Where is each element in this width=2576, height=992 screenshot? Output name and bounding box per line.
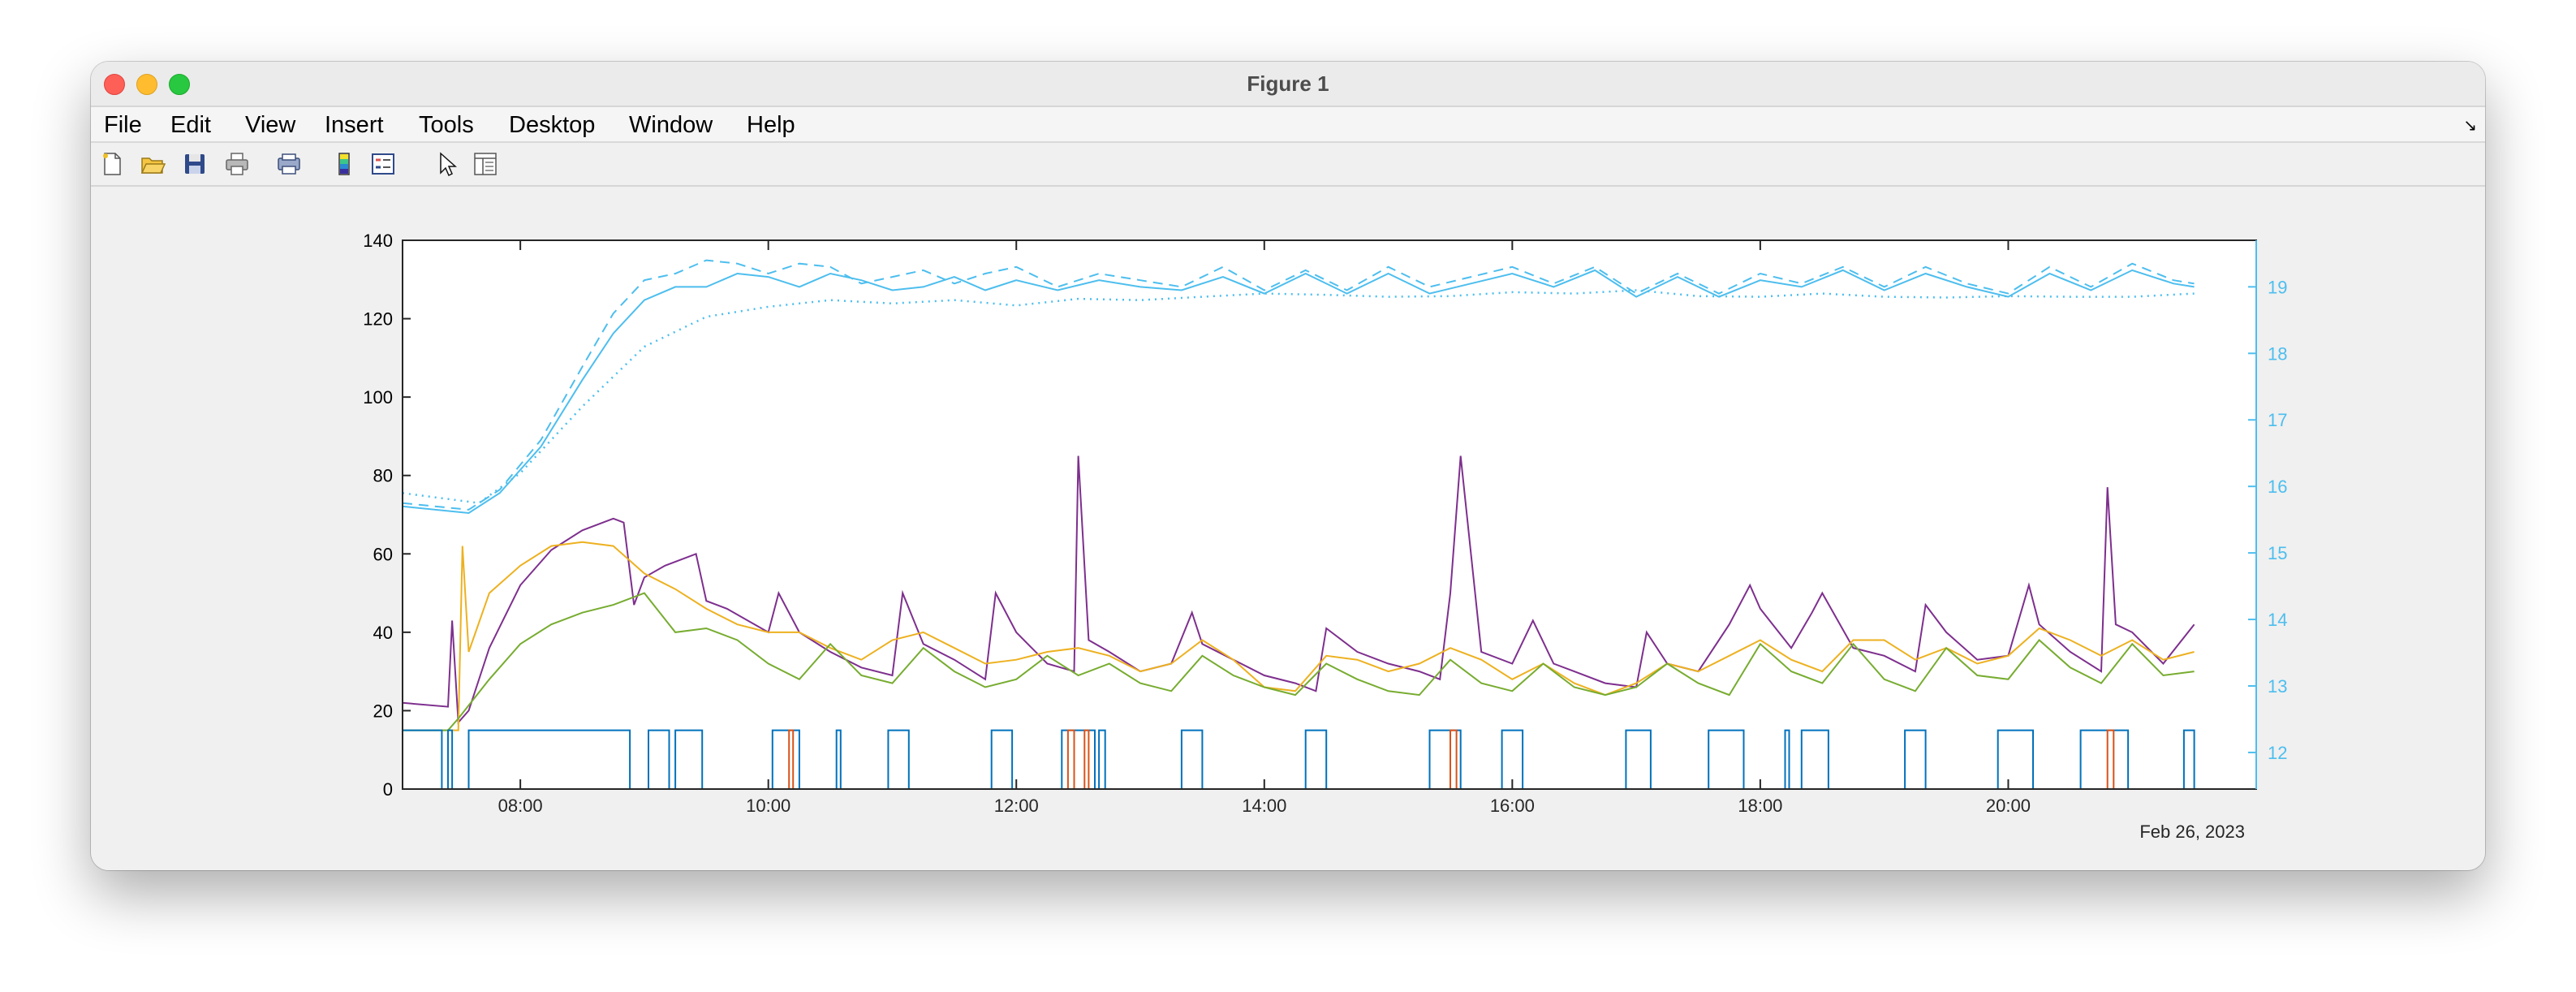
print-preview-icon[interactable] (276, 151, 302, 177)
menu-desktop[interactable]: Desktop (509, 112, 596, 138)
y-right-tick-label-7: 19 (2268, 277, 2287, 297)
x-tick-label-0: 08:00 (498, 796, 543, 816)
legend-icon[interactable] (370, 151, 396, 177)
menu-tools[interactable]: Tools (419, 112, 474, 138)
y-right-tick-label-5: 17 (2268, 410, 2287, 430)
y-right-tick-label-3: 15 (2268, 543, 2287, 563)
maximize-button[interactable] (169, 74, 190, 95)
y-left-tick-label-4: 80 (373, 466, 393, 486)
y-right-tick-label-0: 12 (2268, 743, 2287, 763)
y-left-tick-label-5: 100 (363, 387, 393, 408)
series-line-7 (403, 729, 2256, 790)
ticks-layer: 0 20 40 60 80 100 120 140 12 13 14 15 16 17 18 19 08:00 1… (363, 231, 2287, 816)
series-line-3 (402, 455, 2195, 725)
y-left-tick-label-2: 40 (373, 623, 393, 643)
y-left-tick-label-3: 60 (373, 544, 393, 564)
menu-window[interactable]: Window (629, 112, 713, 138)
property-inspector-icon[interactable] (472, 151, 498, 177)
y-left-tick-label-1: 20 (373, 701, 393, 721)
plot-background (403, 240, 2256, 789)
colorbar-icon[interactable] (331, 151, 357, 177)
y-right-tick-label-2: 14 (2268, 610, 2287, 630)
save-icon[interactable] (182, 151, 208, 177)
series-line-0 (402, 269, 2195, 515)
title-bar[interactable]: Figure 1 (91, 62, 2485, 107)
y-right-tick-label-1: 13 (2268, 676, 2287, 697)
print-icon[interactable] (224, 151, 250, 177)
x-tick-label-1: 10:00 (746, 796, 790, 816)
menu-help[interactable]: Help (747, 112, 795, 138)
menu-insert[interactable]: Insert (325, 112, 384, 138)
menu-edit[interactable]: Edit (170, 112, 211, 138)
y-left-tick-label-7: 140 (363, 231, 393, 251)
window-title: Figure 1 (1247, 71, 1329, 96)
close-button[interactable] (104, 74, 125, 95)
minimize-button[interactable] (136, 74, 157, 95)
pointer-icon[interactable] (433, 151, 459, 177)
new-figure-icon[interactable] (99, 151, 125, 177)
x-tick-label-2: 12:00 (994, 796, 1039, 816)
menu-view[interactable]: View (245, 112, 296, 138)
figure-window: Figure 1 File Edit View Insert Tools Des… (91, 62, 2485, 870)
series-line-5 (403, 592, 2195, 731)
x-tick-label-5: 18:00 (1738, 796, 1782, 816)
y-left-tick-label-6: 120 (363, 309, 393, 330)
chart[interactable]: 0 20 40 60 80 100 120 140 12 13 14 15 16 17 18 19 08:00 1… (91, 187, 2485, 870)
open-file-icon[interactable] (140, 151, 166, 177)
menu-file[interactable]: File (104, 112, 142, 138)
dock-arrow-icon[interactable]: ↘ (2463, 117, 2477, 135)
y-right-tick-label-4: 16 (2268, 477, 2287, 497)
x-tick-label-6: 20:00 (1986, 796, 2031, 816)
x-tick-label-4: 16:00 (1490, 796, 1535, 816)
y-right-tick-label-6: 18 (2268, 343, 2287, 364)
date-label: Feb 26, 2023 (2139, 822, 2245, 842)
menu-bar: File Edit View Insert Tools Desktop Wind… (91, 107, 2485, 143)
x-tick-label-3: 14:00 (1242, 796, 1286, 816)
figure-canvas: 0 20 40 60 80 100 120 140 12 13 14 15 16 17 18 19 08:00 1… (91, 187, 2485, 870)
series-line-1 (402, 259, 2195, 511)
series-line-2 (402, 289, 2195, 505)
y-left-tick-label-0: 0 (383, 779, 393, 800)
toolbar (91, 143, 2485, 187)
